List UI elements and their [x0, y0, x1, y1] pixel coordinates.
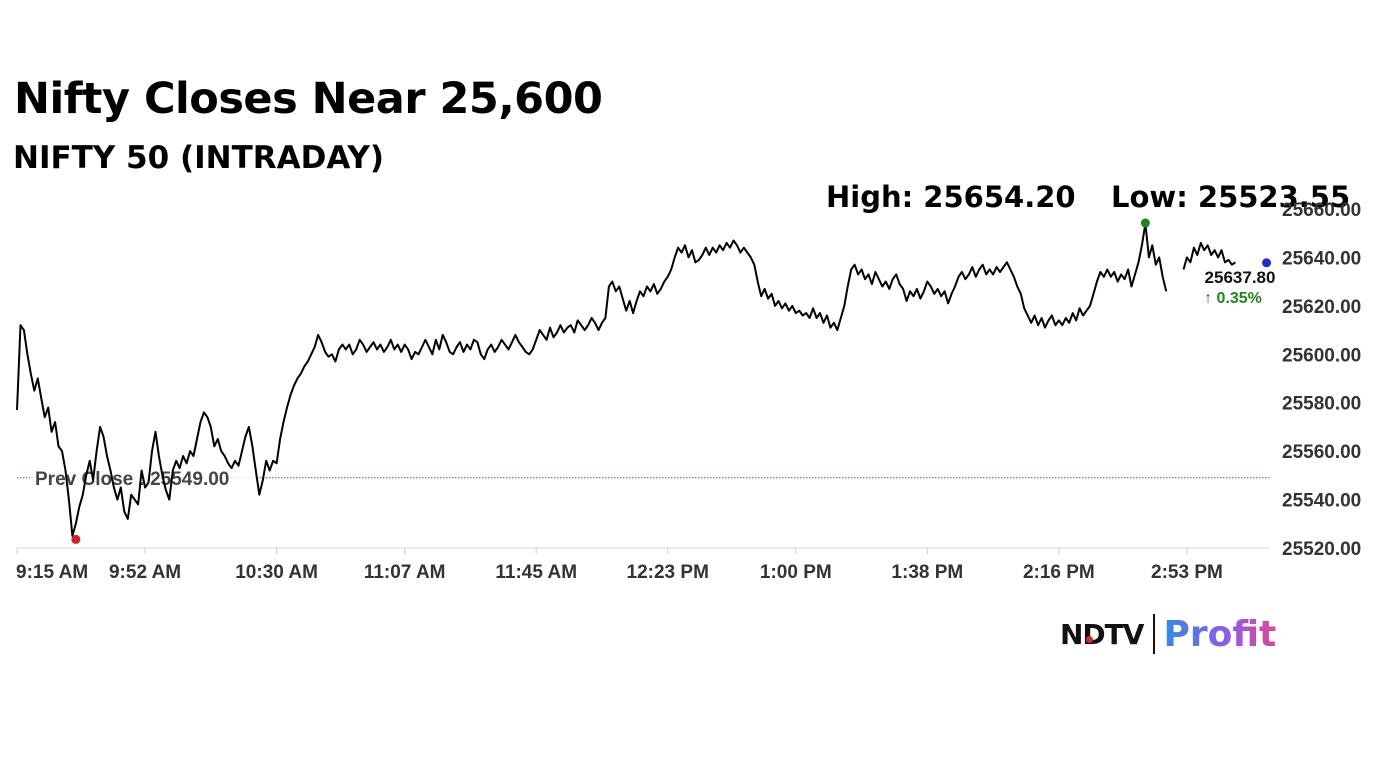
last-marker: [1262, 258, 1272, 268]
low-stat: Low: 25523.55: [1111, 180, 1351, 214]
chart-title: Nifty Closes Near 25,600: [14, 74, 603, 124]
y-tick-label: 25520.00: [1282, 539, 1361, 560]
x-tick-label: 9:52 AM: [109, 562, 181, 583]
x-tick-label: 1:00 PM: [760, 562, 832, 583]
y-tick-label: 25620.00: [1282, 297, 1361, 318]
high-stat: High: 25654.20: [826, 180, 1076, 214]
last-value-label: 25637.80: [1205, 268, 1276, 287]
y-tick-label: 25560.00: [1282, 442, 1361, 463]
price-line: [16, 222, 1168, 537]
x-tick-label: 1:38 PM: [891, 562, 963, 583]
prev-close-label: Prev Close : 25549.00: [35, 469, 229, 490]
x-tick-label: 11:45 AM: [495, 562, 577, 583]
logo-divider: [1153, 614, 1156, 654]
high-marker: [1140, 218, 1150, 228]
ndtv-logo-dot: [1086, 635, 1093, 643]
profit-logo-text: Profit: [1163, 613, 1277, 655]
ndtv-profit-logo: NDTV Profit: [1060, 612, 1276, 656]
change-label: ↑ 0.35%: [1204, 290, 1262, 307]
x-tick-label: 2:53 PM: [1151, 562, 1223, 583]
x-tick-label: 12:23 PM: [627, 562, 709, 583]
chart-subtitle: NIFTY 50 (INTRADAY): [13, 140, 385, 176]
x-tick-label: 10:30 AM: [235, 562, 318, 583]
x-tick-label: 2:16 PM: [1023, 562, 1095, 583]
x-tick-label: 11:07 AM: [364, 562, 446, 583]
x-tick-label: 9:15 AM: [16, 562, 88, 583]
ndtv-logo-text: NDTV: [1060, 617, 1144, 651]
y-tick-label: 25660.00: [1282, 200, 1361, 221]
y-tick-label: 25580.00: [1282, 394, 1361, 415]
y-tick-label: 25640.00: [1282, 248, 1361, 269]
price-line-late: [1182, 241, 1236, 270]
low-marker: [71, 534, 81, 544]
y-tick-label: 25600.00: [1282, 345, 1361, 366]
y-tick-label: 25540.00: [1282, 491, 1361, 512]
